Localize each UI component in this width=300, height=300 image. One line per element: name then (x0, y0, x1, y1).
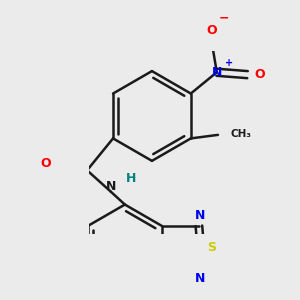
Text: N: N (195, 272, 205, 286)
Text: N: N (195, 209, 205, 222)
Text: +: + (224, 58, 233, 68)
Text: N: N (212, 66, 222, 79)
Text: O: O (254, 68, 265, 81)
Text: −: − (219, 11, 229, 24)
Text: N: N (106, 180, 116, 193)
Text: O: O (207, 24, 218, 38)
Text: H: H (126, 172, 136, 185)
Text: O: O (40, 157, 51, 170)
Text: CH₃: CH₃ (231, 129, 252, 139)
Text: S: S (207, 241, 216, 254)
